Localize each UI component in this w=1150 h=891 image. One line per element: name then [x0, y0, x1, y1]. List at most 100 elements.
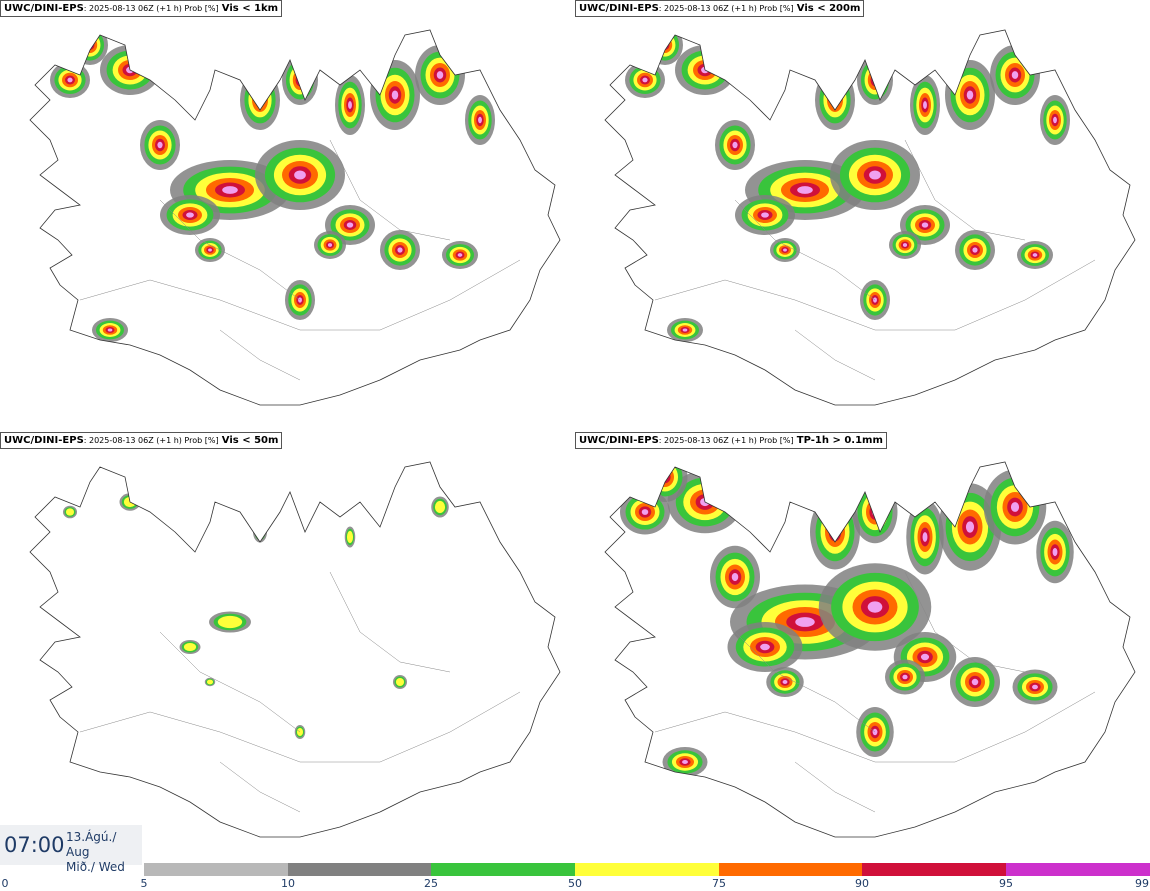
prob-contour	[87, 42, 93, 48]
prob-contour	[972, 247, 978, 253]
prob-contour	[869, 170, 881, 180]
prob-contour	[391, 90, 399, 100]
region-borders	[654, 571, 1096, 813]
prob-contour	[294, 170, 306, 180]
prob-contour	[289, 65, 311, 95]
prob-contour	[732, 141, 738, 149]
prob-contour	[870, 73, 880, 87]
probability-field	[620, 462, 1074, 777]
prob-contour	[797, 186, 813, 194]
valid-date: 13.Ágú./ Aug Mið./ Wed	[66, 830, 142, 875]
color-legend: 0 5 10 25 50 75 90 95 99	[0, 862, 1150, 891]
prob-contour	[760, 643, 770, 651]
product-name: UWC/DINI-EPS	[579, 435, 659, 446]
panel-vis-1km: UWC/DINI-EPS: 2025-08-13 06Z (+1 h) Prob…	[0, 0, 575, 430]
legend-tick: 95	[999, 877, 1013, 890]
prob-contour	[1032, 253, 1038, 257]
prob-contour	[869, 504, 881, 520]
prob-contour	[861, 493, 889, 531]
map-vis-200m	[604, 29, 1136, 406]
prob-contour	[1011, 71, 1019, 79]
legend-tick: 75	[712, 877, 726, 890]
coastline	[29, 461, 561, 838]
prob-contour	[662, 42, 668, 48]
legend-bin-75-90	[719, 863, 862, 876]
prob-contour	[208, 248, 212, 252]
prob-contour	[107, 328, 113, 332]
prob-contour	[434, 500, 446, 514]
prob-contour	[206, 679, 214, 685]
prob-contour	[346, 530, 354, 544]
prob-contour	[395, 677, 405, 687]
panel-vis-50m: UWC/DINI-EPS: 2025-08-13 06Z (+1 h) Prob…	[0, 432, 575, 862]
prob-contour	[255, 525, 265, 539]
prob-contour	[222, 186, 238, 194]
prob-contour	[867, 601, 883, 613]
prob-contour	[327, 243, 333, 247]
region-borders	[79, 571, 521, 813]
prob-contour	[902, 243, 908, 247]
legend-tick: 5	[140, 877, 148, 890]
legend-tick: 90	[855, 877, 869, 890]
prob-contour	[65, 508, 75, 516]
prob-contour	[641, 509, 649, 515]
legend-tick: 25	[424, 877, 438, 890]
prob-contour	[1052, 547, 1058, 557]
probability-field	[50, 30, 495, 342]
prob-contour	[397, 247, 403, 253]
prob-contour	[864, 65, 886, 95]
prob-contour	[731, 572, 739, 582]
prob-contour	[923, 101, 927, 109]
prob-contour	[823, 82, 847, 118]
legend-tick: 10	[281, 877, 295, 890]
prob-contour	[831, 527, 839, 537]
threshold-label: Vis < 1km	[221, 3, 279, 14]
legend-bin-25-50	[431, 863, 575, 876]
panel-title: UWC/DINI-EPS: 2025-08-13 06Z (+1 h) Prob…	[575, 432, 887, 449]
region-borders	[79, 139, 521, 381]
product-name: UWC/DINI-EPS	[4, 435, 84, 446]
prob-contour	[348, 101, 352, 109]
prob-contour	[257, 96, 263, 104]
map-vis-1km	[29, 29, 561, 406]
run-meta: : 2025-08-13 06Z (+1 h) Prob [%]	[83, 4, 219, 13]
threshold-label: Vis < 50m	[221, 435, 279, 446]
prob-contour	[654, 33, 676, 57]
panel-title: UWC/DINI-EPS: 2025-08-13 06Z (+1 h) Prob…	[575, 0, 865, 17]
legend-tick: 0	[1, 877, 9, 890]
prob-contour	[872, 507, 878, 517]
prob-contour	[253, 521, 267, 543]
prob-contour	[761, 212, 769, 218]
prob-contour	[67, 77, 73, 83]
coastline	[29, 29, 561, 406]
prob-contour	[828, 522, 842, 542]
run-meta: : 2025-08-13 06Z (+1 h) Prob [%]	[658, 436, 794, 445]
prob-contour	[866, 499, 884, 525]
prob-contour	[795, 617, 815, 627]
prob-contour	[971, 678, 979, 686]
prob-contour	[827, 88, 843, 112]
valid-date-weekday: Mið./ Wed	[66, 860, 125, 874]
prob-contour	[921, 222, 929, 228]
legend-bin-5-10	[144, 863, 288, 876]
prob-contour	[642, 77, 648, 83]
map-precip	[604, 461, 1136, 838]
panel-title: UWC/DINI-EPS: 2025-08-13 06Z (+1 h) Prob…	[0, 0, 283, 17]
prob-contour	[656, 467, 674, 487]
valid-time: 07:00	[4, 833, 65, 857]
prob-contour	[965, 521, 975, 533]
product-name: UWC/DINI-EPS	[579, 3, 659, 14]
product-name: UWC/DINI-EPS	[4, 3, 84, 14]
coastline	[604, 29, 1136, 406]
coastline	[604, 461, 1136, 838]
probability-field	[63, 493, 449, 739]
legend-tick: 99	[1135, 877, 1149, 890]
legend-bin-90-95	[862, 863, 1006, 876]
panel-precip: UWC/DINI-EPS: 2025-08-13 06Z (+1 h) Prob…	[575, 432, 1150, 862]
prob-contour	[922, 532, 928, 542]
prob-contour	[682, 328, 688, 332]
prob-contour	[832, 96, 838, 104]
threshold-label: TP-1h > 0.1mm	[796, 435, 883, 446]
prob-contour	[157, 141, 163, 149]
prob-contour	[252, 88, 268, 112]
